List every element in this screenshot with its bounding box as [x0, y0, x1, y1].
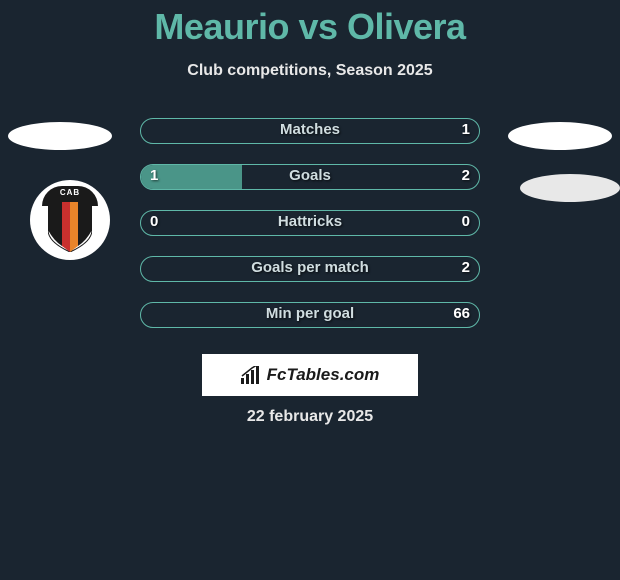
subtitle: Club competitions, Season 2025 — [0, 62, 620, 80]
brand-box: FcTables.com — [202, 354, 418, 396]
stat-right-value: 1 — [462, 121, 470, 138]
stat-right-value: 2 — [462, 167, 470, 184]
stat-right-value: 66 — [453, 305, 470, 322]
stat-label: Goals per match — [140, 259, 480, 276]
stat-label: Hattricks — [140, 213, 480, 230]
stat-row-gpm: Goals per match 2 — [0, 256, 620, 282]
page-title: Meaurio vs Olivera — [0, 0, 620, 48]
stat-right-value: 2 — [462, 259, 470, 276]
stat-label: Goals — [140, 167, 480, 184]
stat-row-hattricks: 0 Hattricks 0 — [0, 210, 620, 236]
brand-text: FcTables.com — [267, 365, 380, 385]
stat-row-mpg: Min per goal 66 — [0, 302, 620, 328]
stat-row-goals: 1 Goals 2 — [0, 164, 620, 190]
footer-date: 22 february 2025 — [0, 408, 620, 426]
stats-area: Matches 1 1 Goals 2 0 Hattricks 0 Goals … — [0, 118, 620, 348]
stat-row-matches: Matches 1 — [0, 118, 620, 144]
stat-right-value: 0 — [462, 213, 470, 230]
bars-icon — [241, 366, 261, 384]
stat-label: Matches — [140, 121, 480, 138]
stat-label: Min per goal — [140, 305, 480, 322]
